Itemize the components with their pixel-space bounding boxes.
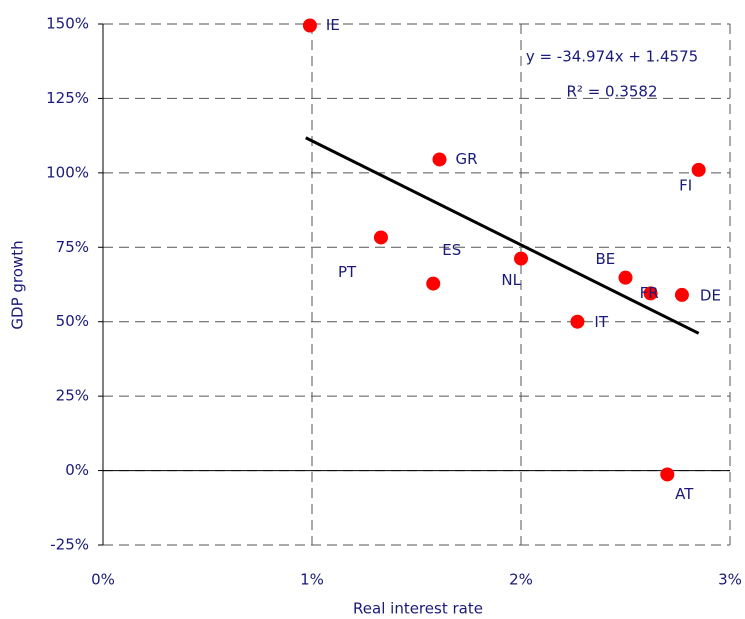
x-tick-label: 2%	[509, 571, 533, 589]
point-label: IT	[594, 313, 608, 331]
y-tick-label: 50%	[56, 312, 89, 330]
y-tick-label: 75%	[56, 238, 89, 256]
point	[570, 314, 585, 329]
y-axis-title: GDP growth	[9, 240, 27, 329]
point-label: GR	[455, 150, 477, 168]
point-label: ES	[442, 241, 461, 259]
trend-r-squared: R² = 0.3582	[566, 83, 657, 101]
point	[674, 287, 689, 302]
point	[691, 162, 706, 177]
y-tick-label: 0%	[65, 461, 89, 479]
point-label: BE	[596, 250, 616, 268]
point-label: NL	[501, 271, 521, 289]
trendline	[305, 136, 700, 335]
trend-equation: y = -34.974x + 1.4575	[526, 48, 698, 66]
point-label: AT	[675, 485, 694, 503]
y-tick-label: 25%	[56, 387, 89, 405]
point-label: IE	[326, 16, 340, 34]
x-axis-title: Real interest rate	[353, 600, 483, 618]
x-tick-label: 0%	[91, 571, 115, 589]
point	[514, 251, 528, 266]
point-label: FR	[640, 284, 659, 302]
point	[302, 18, 317, 33]
point	[643, 286, 658, 301]
y-tick-label: -25%	[50, 536, 89, 554]
y-tick-label: 125%	[46, 89, 89, 107]
y-tick-label: 100%	[46, 163, 89, 181]
point-label: DE	[700, 286, 721, 304]
point	[618, 270, 633, 285]
x-tick-label: 3%	[718, 571, 742, 589]
point-label: PT	[338, 263, 357, 281]
point	[432, 152, 447, 167]
point	[426, 276, 441, 291]
y-tick-label: 150%	[46, 15, 89, 33]
point	[660, 467, 675, 482]
point-label: FI	[679, 176, 692, 194]
x-tick-label: 1%	[300, 571, 324, 589]
point	[373, 230, 388, 245]
